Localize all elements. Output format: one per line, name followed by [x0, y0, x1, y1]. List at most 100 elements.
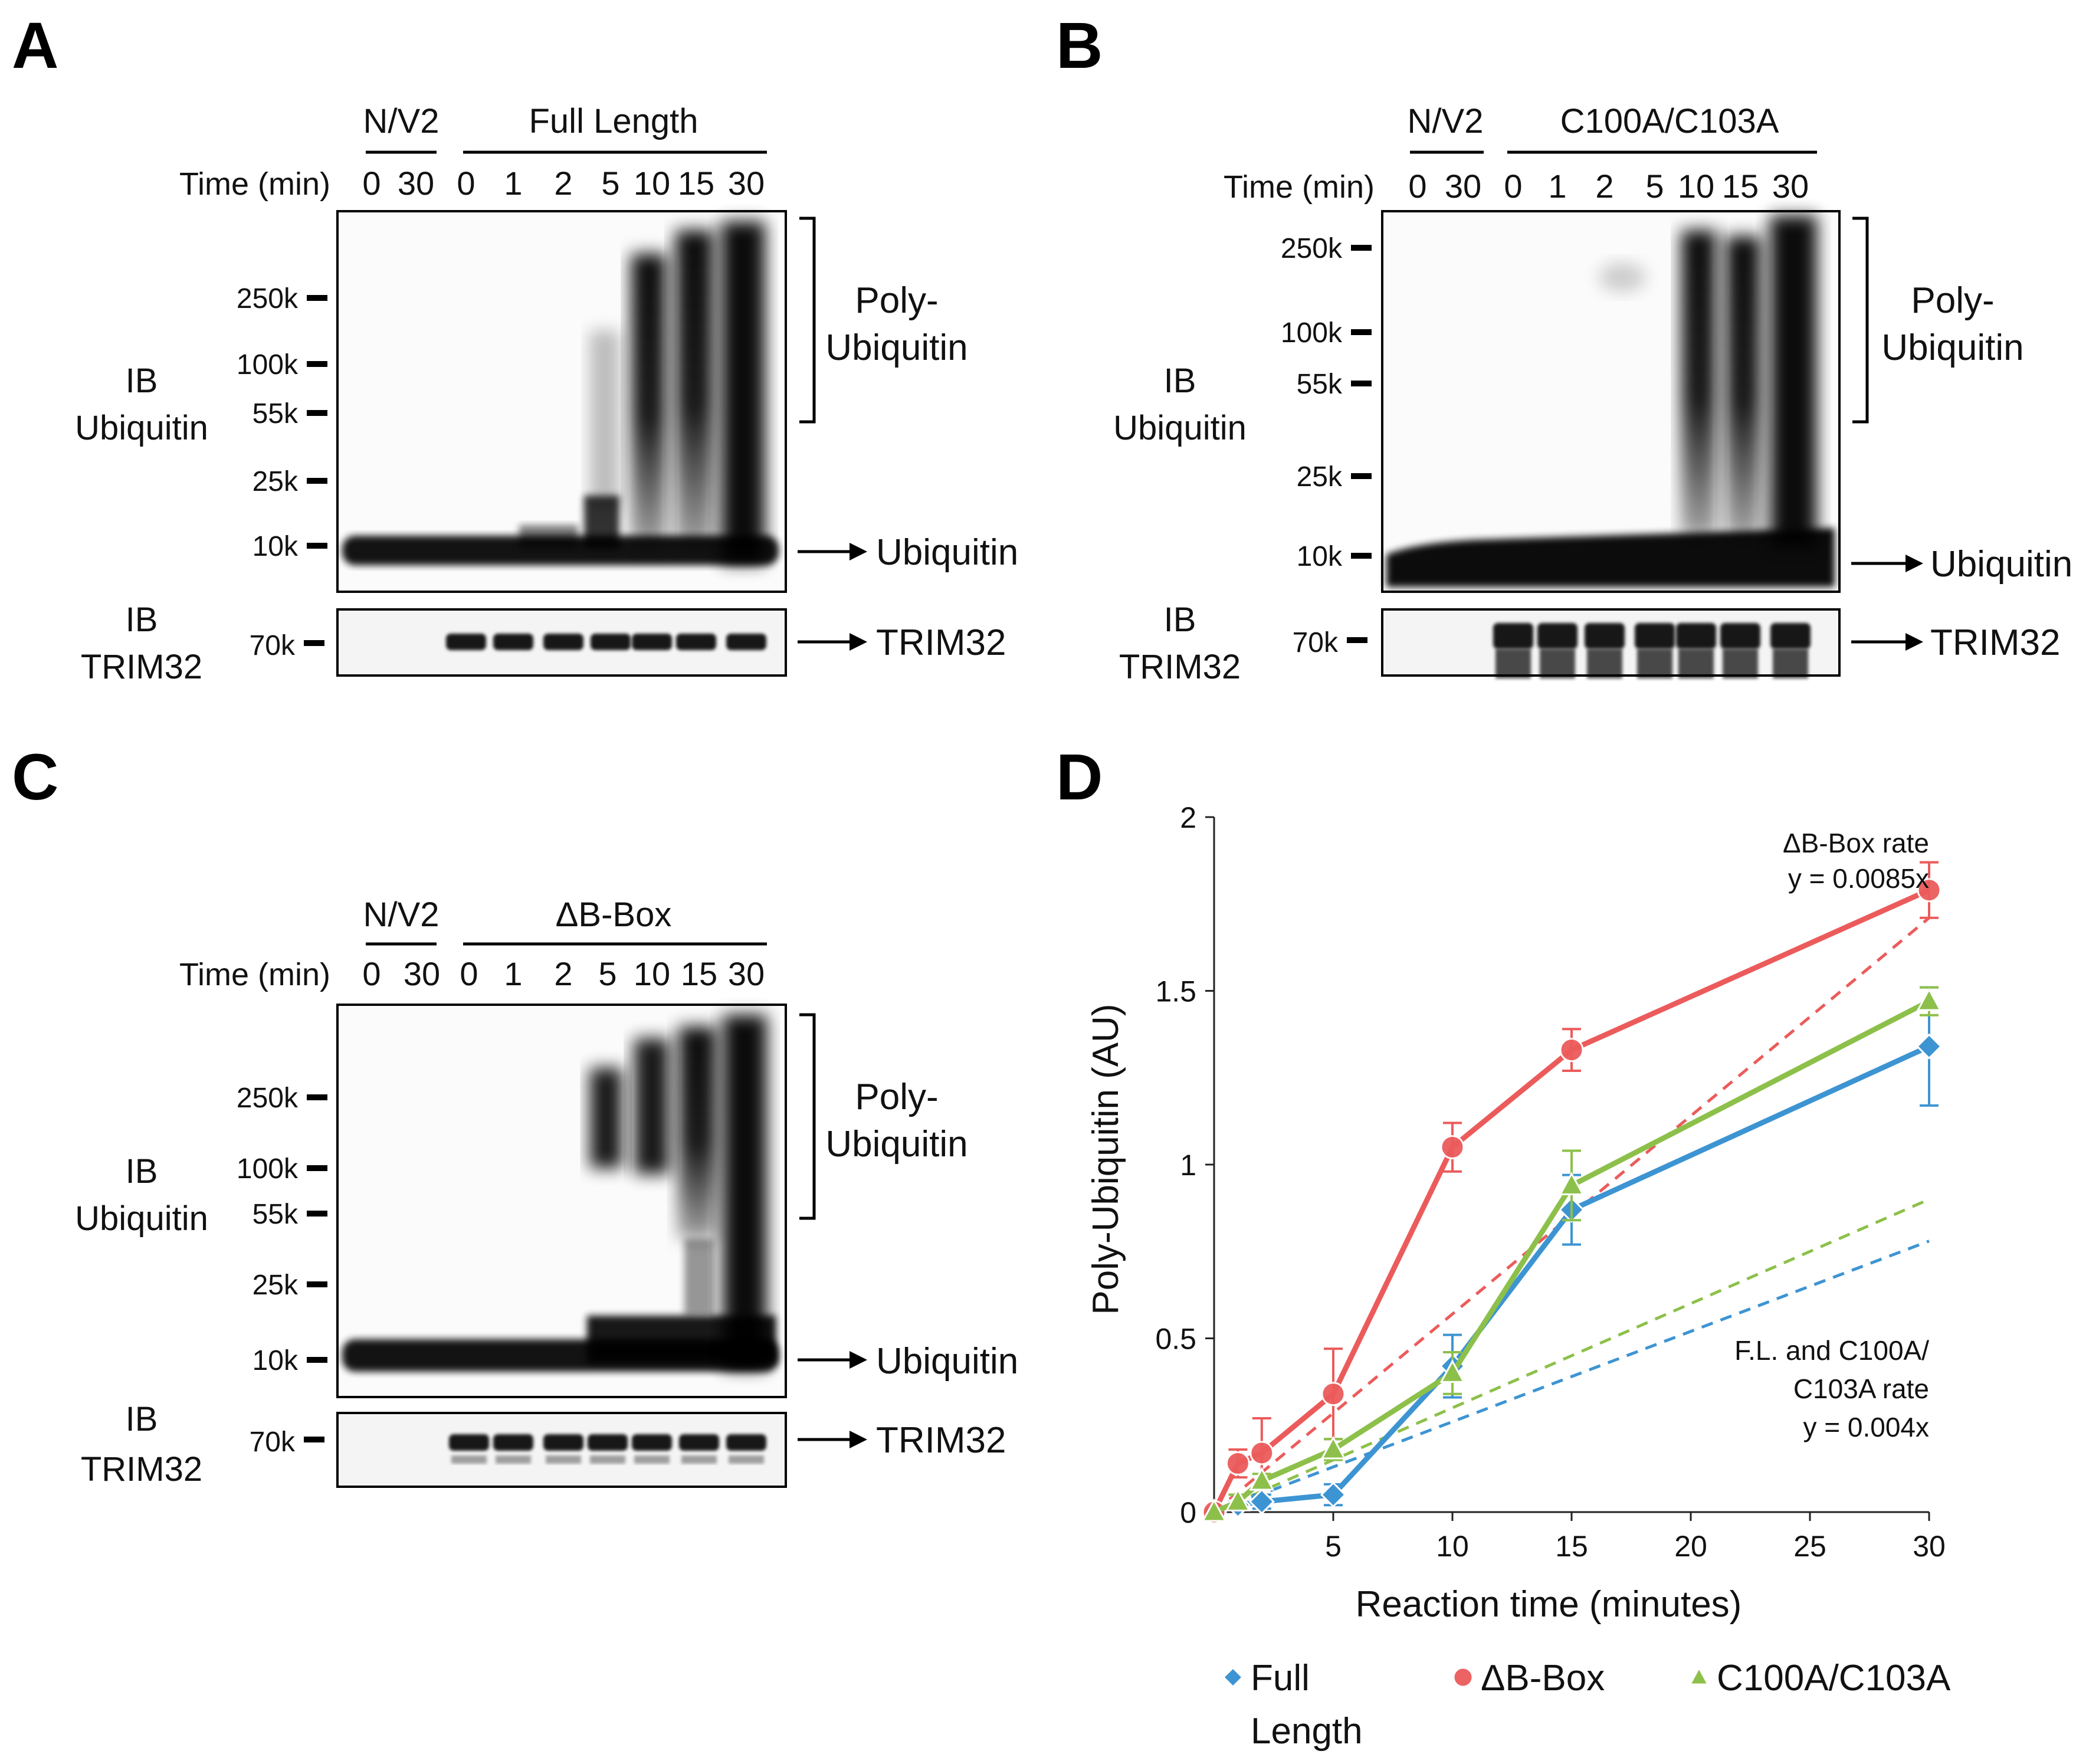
trim32-bands	[446, 634, 766, 650]
band-ubiquitin	[1386, 528, 1835, 587]
arrow-head-icon	[850, 633, 867, 651]
lane-labels: 0 30 0 1 2 5 10 15 30	[362, 955, 765, 992]
trim32-sub-band	[546, 1455, 581, 1464]
y-tick-label: 0.5	[1155, 1323, 1196, 1356]
arrow-head-icon	[1906, 633, 1923, 651]
lane-label: 10	[634, 165, 670, 202]
trim32-band	[632, 634, 672, 650]
lane-label: 1	[1548, 168, 1566, 205]
x-tick-label: 30	[1913, 1530, 1946, 1563]
y-tick-label: 1	[1180, 1149, 1196, 1182]
smear-lane-10	[1681, 230, 1717, 537]
annotation-fl-rate-line1: F.L. and C100A/	[1734, 1335, 1929, 1366]
trim32-band	[449, 1434, 489, 1451]
smear-lane-15	[678, 1027, 717, 1239]
lane-label: 30	[1772, 168, 1809, 205]
lane-labels: 0 30 0 1 2 5 10 15 30	[362, 165, 765, 202]
lane-label: 2	[554, 165, 572, 202]
time-axis-label: Time (min)	[179, 957, 330, 992]
smear-lane-15	[1726, 236, 1761, 537]
trim-marker-label: 70k	[250, 1427, 296, 1458]
marker-diamond	[1248, 1488, 1275, 1515]
annotation-fl-rate-line3: y = 0.004x	[1803, 1412, 1929, 1442]
smear-lane-30	[1770, 215, 1817, 546]
marker-label: 25k	[252, 466, 299, 497]
y-axis-label: Poly-Ubiquitin (AU)	[1085, 1004, 1126, 1314]
marker-triangle	[1439, 1359, 1465, 1383]
marker-label: 100k	[237, 1153, 299, 1185]
ib-label-line1: IB	[126, 362, 158, 400]
smear-lane-10	[631, 254, 667, 549]
marker-label: 250k	[237, 283, 299, 314]
panel-letter-d: D	[1056, 741, 1103, 814]
x-tick-label: 15	[1555, 1530, 1588, 1563]
ib-trim-line1: IB	[126, 601, 158, 639]
annotation-bbox-equation: y = 0.0085x	[1788, 863, 1929, 894]
ubiquitin-arrow-label: Ubiquitin	[1930, 544, 2072, 585]
trim32-bands	[1493, 623, 1811, 678]
trim32-bands	[449, 1434, 766, 1464]
smear-lane-30	[721, 221, 765, 563]
chart-series	[1201, 861, 1943, 1526]
marker-diamond	[1916, 1033, 1943, 1060]
marker-circle	[1559, 1038, 1584, 1063]
trim32-arrow-label: TRIM32	[876, 1420, 1006, 1461]
blot-bands	[342, 221, 779, 565]
poly-label-line2: Ubiquitin	[825, 327, 967, 368]
marker-circle	[1321, 1382, 1346, 1406]
marker-label: 250k	[237, 1083, 299, 1114]
group-label-main: Full Length	[529, 102, 698, 140]
marker-label: 55k	[252, 1199, 299, 1230]
poly-label-line1: Poly-	[855, 280, 938, 321]
marker-label: 25k	[1297, 461, 1343, 493]
trim32-sub-band	[1678, 649, 1714, 678]
smear-lane-10	[634, 1038, 670, 1174]
lane-label: 30	[728, 955, 765, 992]
marker-circle	[1249, 1441, 1274, 1465]
lane-label: 0	[362, 955, 381, 992]
trim32-sub-band	[451, 1455, 487, 1464]
ib-label-line1: IB	[1164, 362, 1196, 400]
legend: Full Length ΔB-Box C100A/C103A	[1222, 1658, 1951, 1752]
lane-label: 30	[398, 165, 434, 202]
marker-triangle	[1559, 1172, 1585, 1195]
lane-label: 30	[728, 165, 765, 202]
band-ubiquitin	[342, 536, 779, 565]
lane-label: 15	[678, 165, 714, 202]
legend-label: ΔB-Box	[1481, 1658, 1605, 1699]
marker-label: 100k	[1281, 317, 1343, 349]
trim32-band	[588, 1434, 628, 1451]
trim32-band	[493, 634, 533, 650]
lane-label: 1	[504, 955, 522, 992]
trim32-band	[726, 1434, 766, 1451]
marker-triangle	[1201, 1498, 1227, 1522]
panel-a: A N/V2 Full Length Time (min) 0 30 0 1 2 5 10 1…	[12, 9, 1018, 686]
arrow-head-icon	[850, 1431, 867, 1448]
y-tick-label: 0	[1180, 1496, 1196, 1529]
lane-label: 0	[1408, 168, 1426, 205]
arrow-head-icon	[850, 1351, 867, 1369]
marker-label: 10k	[1297, 541, 1343, 572]
lane-label: 5	[601, 165, 619, 202]
marker-label: 25k	[252, 1270, 299, 1301]
lane-label: 30	[404, 955, 440, 992]
y-tick-label: 2	[1180, 801, 1196, 834]
lane-label: 0	[460, 955, 478, 992]
band-lane-5	[584, 496, 619, 549]
mw-markers: 250k 100k 55k 25k 10k	[237, 283, 327, 562]
poly-label-line1: Poly-	[855, 1077, 938, 1117]
series-triangle	[1201, 986, 1942, 1522]
x-axis-label: Reaction time (minutes)	[1356, 1584, 1742, 1625]
lane-label: 0	[457, 165, 475, 202]
panel-c: C N/V2 ΔB-Box Time (min) 0 30 0 1 2 5 10 15 30 2…	[12, 741, 1018, 1488]
trim32-sub-band	[1587, 649, 1622, 678]
trim32-sub-band	[590, 1455, 625, 1464]
trim32-band	[1537, 623, 1577, 649]
marker-diamond	[1222, 1666, 1244, 1688]
trim32-band	[543, 1434, 583, 1451]
ib-trim-line2: TRIM32	[1119, 648, 1241, 686]
marker-label: 55k	[252, 398, 299, 429]
marker-label: 10k	[252, 531, 299, 562]
marker-circle	[1440, 1135, 1465, 1160]
